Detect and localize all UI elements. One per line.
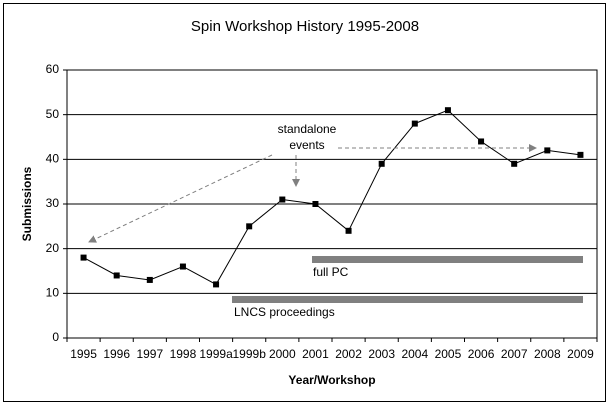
x-tick-label: 2005: [435, 347, 462, 361]
point: [312, 201, 319, 207]
point: [544, 147, 551, 154]
y-tick-label: 10: [46, 286, 60, 300]
y-tick-label: 60: [46, 62, 60, 76]
x-tick-label: 2001: [302, 347, 329, 361]
x-tick-label: 2008: [534, 347, 561, 361]
annotation: standalone: [278, 122, 337, 136]
arrows: [88, 144, 537, 243]
x-tick-label: 2002: [335, 347, 362, 361]
point: [179, 263, 186, 270]
point: [478, 138, 485, 145]
point: [444, 107, 451, 114]
y-tick-label: 20: [46, 241, 60, 255]
y-tick-label: 50: [46, 107, 60, 121]
point: [80, 254, 87, 261]
annotation: events: [289, 138, 324, 152]
x-axis-label: Year/Workshop: [288, 373, 375, 387]
point: [246, 223, 253, 230]
x-tick-label: 2004: [401, 347, 428, 361]
x-tick-label: 2006: [468, 347, 495, 361]
x-tick-label: 1999a: [199, 347, 233, 361]
x-tick-label: 1998: [170, 347, 197, 361]
series-line: [83, 109, 581, 286]
y-axis-label: Submissions: [20, 166, 34, 241]
point: [345, 227, 352, 234]
annotation: full PC: [313, 265, 349, 279]
point: [511, 160, 518, 167]
x-tick-label: 1996: [103, 347, 130, 361]
x-tick-label: 1999b: [233, 347, 267, 361]
point: [411, 120, 418, 127]
point: [378, 160, 385, 167]
x-tick-label: 1997: [136, 347, 163, 361]
y-tick-label: 40: [46, 152, 60, 166]
x-tick-label: 2003: [368, 347, 395, 361]
annotation: LNCS proceedings: [234, 305, 335, 319]
x-tick-label: 2009: [567, 347, 594, 361]
x-tick-label: 2000: [269, 347, 296, 361]
point: [577, 151, 584, 158]
chart-title: Spin Workshop History 1995-2008: [191, 18, 419, 35]
full-pc-bar: [312, 256, 583, 263]
x-tick-label: 2007: [501, 347, 528, 361]
point: [213, 281, 220, 288]
point: [146, 276, 153, 283]
x-tick-label: 1995: [70, 347, 97, 361]
lncs-bar: [232, 296, 583, 303]
point: [279, 196, 286, 203]
y-tick-label: 0: [52, 330, 59, 344]
y-tick-label: 30: [46, 196, 60, 210]
point: [113, 272, 120, 279]
